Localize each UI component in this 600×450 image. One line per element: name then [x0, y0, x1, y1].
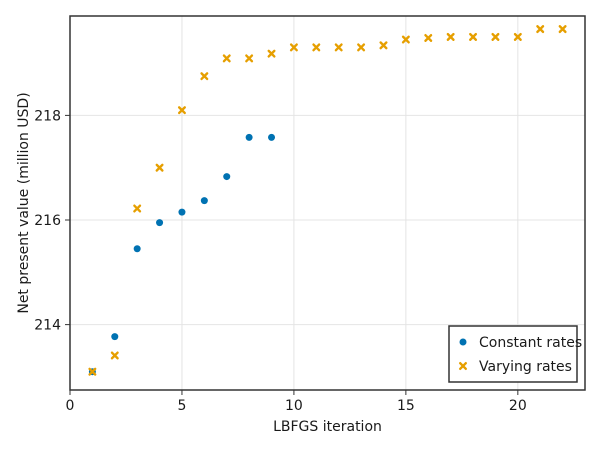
y-axis-label: Net present value (million USD) [16, 92, 32, 313]
varying-rates-point [177, 106, 186, 115]
constant-rates-point [200, 197, 208, 205]
varying-rates-point [357, 43, 366, 52]
grid-lines [69, 16, 585, 390]
varying-rates-point [312, 43, 321, 52]
x-axis-label: LBFGS iteration [273, 419, 382, 435]
varying-rates-point [401, 35, 410, 44]
constant-rates-point [133, 245, 141, 253]
legend: Constant rates Varying rates [448, 325, 582, 383]
legend-box [448, 325, 578, 383]
y-tick-label: 214 [34, 318, 61, 334]
constant-rates-point [245, 133, 253, 141]
y-tick-label: 218 [34, 108, 61, 124]
varying-rates-point [424, 33, 433, 42]
x-tick-label: 0 [66, 398, 75, 414]
varying-rates-point [491, 32, 500, 41]
constant-rates-point [223, 173, 231, 181]
x-tick-label: 5 [177, 398, 186, 414]
plot-frame [69, 15, 586, 391]
varying-rates-point [446, 32, 455, 41]
constant-rates-point [268, 133, 276, 141]
varying-rates-point [334, 43, 343, 52]
legend-label-constant-rates: Constant rates [479, 335, 582, 351]
varying-rates-point [469, 32, 478, 41]
varying-rates-point [289, 43, 298, 52]
constant-rates-point [178, 208, 186, 216]
x-tick-label: 20 [509, 398, 527, 414]
varying-rates-point [110, 351, 119, 360]
varying-rates-point [133, 204, 142, 213]
legend-entries: Constant rates Varying rates [459, 335, 582, 375]
varying-rates-point [267, 49, 276, 58]
constant-rates-point [111, 333, 119, 341]
varying-rates-point [536, 25, 545, 34]
varying-rates-point [222, 54, 231, 63]
varying-rates-point [155, 163, 164, 172]
varying-rates-point [379, 41, 388, 50]
varying-rates-point [245, 54, 254, 63]
x-tick-label: 15 [397, 398, 415, 414]
data-points [88, 25, 567, 376]
legend-label-varying-rates: Varying rates [479, 359, 572, 375]
constant-rates-point [156, 219, 164, 227]
axis-ticks: 0 5 10 15 20 214 216 218 [34, 108, 526, 414]
varying-rates-point [558, 25, 567, 34]
x-tick-label: 10 [285, 398, 303, 414]
varying-rates-point [513, 32, 522, 41]
varying-rates-point [200, 72, 209, 81]
legend-marker-constant-rates [459, 338, 467, 346]
legend-marker-varying-rates [459, 362, 467, 370]
y-tick-label: 216 [34, 213, 61, 229]
varying-rates-point [88, 367, 97, 376]
